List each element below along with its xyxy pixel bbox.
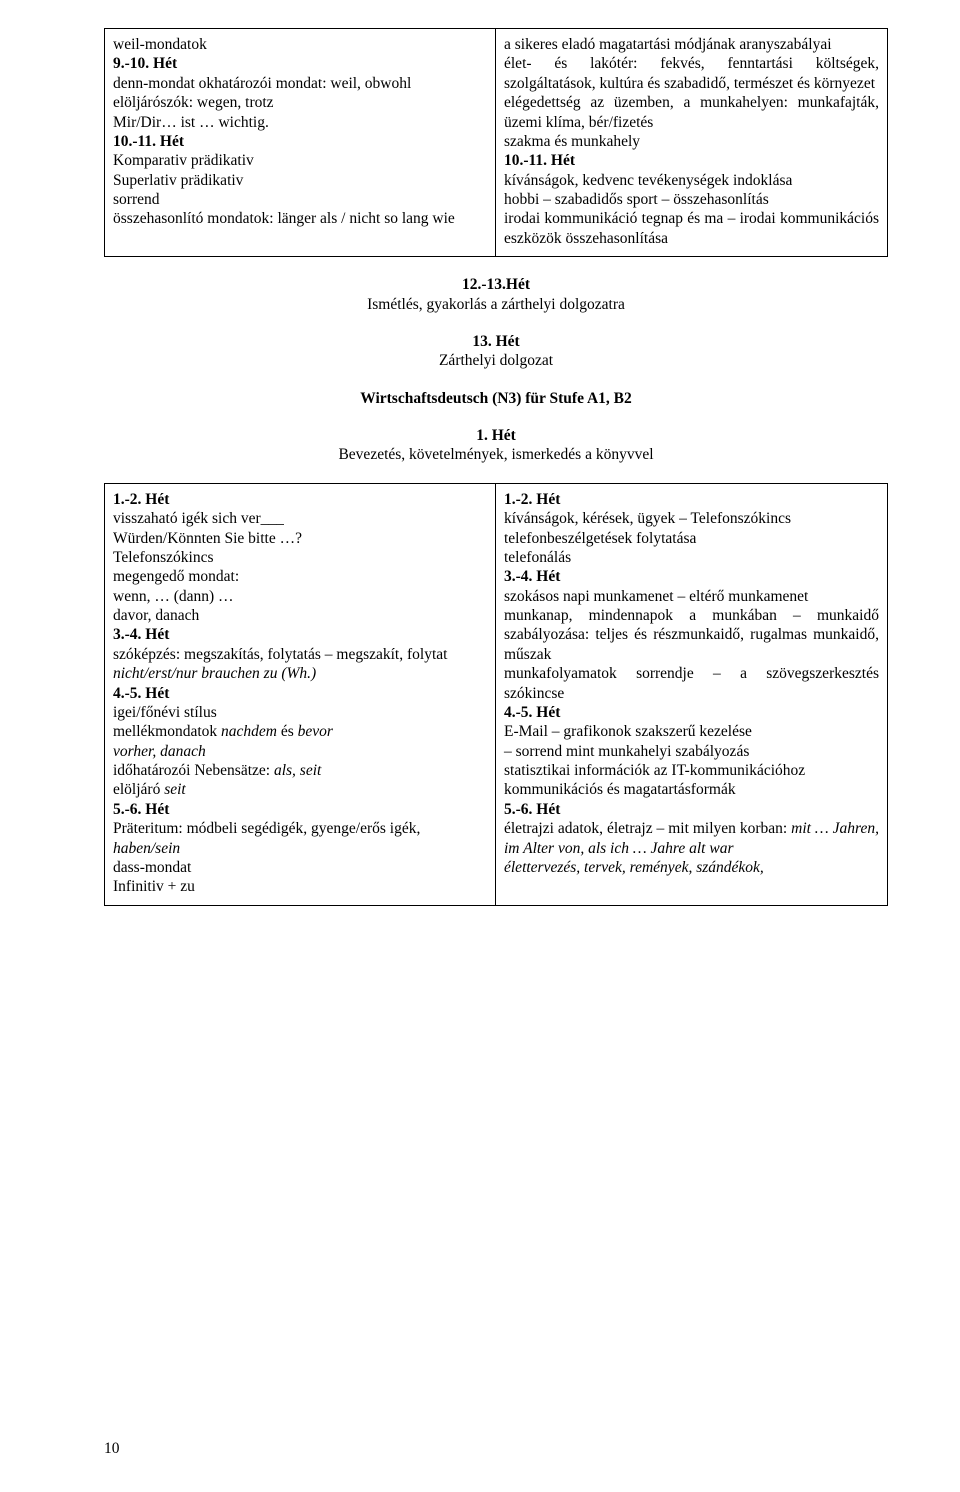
heading-line: Wirtschaftsdeutsch (N3) für Stufe A1, B2	[104, 389, 888, 408]
text-line: kívánságok, kedvenc tevékenységek indokl…	[504, 171, 879, 190]
text-line: munkafolyamatok sorrendje – a szövegszer…	[504, 664, 879, 703]
heading-line: 13. Hét	[104, 332, 888, 351]
week-heading: 1.-2. Hét	[504, 490, 879, 509]
text-line: hobbi – szabadidős sport – összehasonlít…	[504, 190, 879, 209]
text-line: szokásos napi munkamenet – eltérő munkam…	[504, 587, 879, 606]
text-span: als, seit	[274, 762, 321, 779]
text-line: Mir/Dir… ist … wichtig.	[113, 113, 487, 132]
text-line: szakma és munkahely	[504, 132, 879, 151]
text-line: weil-mondatok	[113, 35, 487, 54]
text-line: elöljárószók: wegen, trotz	[113, 93, 487, 112]
text-line: E-Mail – grafikonok szakszerű kezelése	[504, 722, 879, 741]
week-heading: 9.-10. Hét	[113, 54, 487, 73]
text-line: igei/főnévi stílus	[113, 703, 487, 722]
week-heading: 1.-2. Hét	[113, 490, 487, 509]
section-heading-12-13: 12.-13.Hét Ismétlés, gyakorlás a zárthel…	[104, 275, 888, 314]
section-title-wirtschaftsdeutsch: Wirtschaftsdeutsch (N3) für Stufe A1, B2	[104, 389, 888, 408]
text-line: telefonbeszélgetések folytatása	[504, 529, 879, 548]
text-line: Telefonszókincs	[113, 548, 487, 567]
bottom-table: 1.-2. Hét visszaható igék sich ver___ Wü…	[104, 483, 888, 906]
heading-subline: Zárthelyi dolgozat	[104, 351, 888, 370]
text-line: megengedő mondat:	[113, 567, 487, 586]
page: weil-mondatok 9.-10. Hét denn-mondat okh…	[0, 0, 960, 1492]
week-heading: 10.-11. Hét	[504, 151, 879, 170]
week-heading: 3.-4. Hét	[504, 567, 879, 586]
text-line: davor, danach	[113, 606, 487, 625]
text-line: szóképzés: megszakítás, folytatás – megs…	[113, 645, 487, 664]
text-span: elöljáró	[113, 781, 164, 798]
text-line: összehasonlító mondatok: länger als / ni…	[113, 209, 487, 228]
heading-subline: Ismétlés, gyakorlás a zárthelyi dolgozat…	[104, 295, 888, 314]
text-line: időhatározói Nebensätze: als, seit	[113, 761, 487, 780]
text-span: nachdem	[221, 723, 277, 740]
text-line: elöljáró seit	[113, 780, 487, 799]
text-span: seit	[164, 781, 186, 798]
text-line: visszaható igék sich ver___	[113, 509, 487, 528]
text-span: bevor	[298, 723, 333, 740]
text-line: életrajzi adatok, életrajz – mit milyen …	[504, 819, 879, 858]
text-line: vorher, danach	[113, 742, 487, 761]
text-line: denn-mondat okhatározói mondat: weil, ob…	[113, 74, 487, 93]
text-span: életrajzi adatok, életrajz – mit milyen …	[504, 820, 791, 837]
section-heading-1: 1. Hét Bevezetés, követelmények, ismerke…	[104, 426, 888, 465]
text-line: élet- és lakótér: fekvés, fenntartási kö…	[504, 54, 879, 93]
text-span: időhatározói Nebensätze:	[113, 762, 274, 779]
text-line: Würden/Könnten Sie bitte …?	[113, 529, 487, 548]
text-line: kívánságok, kérések, ügyek – Telefonszók…	[504, 509, 879, 528]
text-line: a sikeres eladó magatartási módjának ara…	[504, 35, 879, 54]
text-line: Präteritum: módbeli segédigék, gyenge/er…	[113, 819, 487, 838]
text-line: wenn, … (dann) …	[113, 587, 487, 606]
page-number: 10	[104, 1439, 120, 1458]
text-line: sorrend	[113, 190, 487, 209]
text-line: nicht/erst/nur brauchen zu (Wh.)	[113, 664, 487, 683]
text-line: haben/sein	[113, 839, 487, 858]
text-line: Infinitiv + zu	[113, 877, 487, 896]
text-line: Superlativ prädikativ	[113, 171, 487, 190]
heading-subline: Bevezetés, követelmények, ismerkedés a k…	[104, 445, 888, 464]
text-line: mellékmondatok nachdem és bevor	[113, 722, 487, 741]
text-line: statisztikai információk az IT-kommuniká…	[504, 761, 879, 780]
week-heading: 4.-5. Hét	[504, 703, 879, 722]
text-line: munkanap, mindennapok a munkában – munka…	[504, 606, 879, 664]
text-span: mellékmondatok	[113, 723, 221, 740]
week-heading: 10.-11. Hét	[113, 132, 487, 151]
week-heading: 3.-4. Hét	[113, 625, 487, 644]
bottom-table-left: 1.-2. Hét visszaható igék sich ver___ Wü…	[105, 484, 496, 905]
text-line: elégedettség az üzemben, a munkahelyen: …	[504, 93, 879, 132]
text-line: telefonálás	[504, 548, 879, 567]
text-line: – sorrend mint munkahelyi szabályozás	[504, 742, 879, 761]
week-heading: 5.-6. Hét	[504, 800, 879, 819]
top-table-left: weil-mondatok 9.-10. Hét denn-mondat okh…	[105, 29, 496, 256]
text-line: dass-mondat	[113, 858, 487, 877]
section-heading-13: 13. Hét Zárthelyi dolgozat	[104, 332, 888, 371]
heading-line: 12.-13.Hét	[104, 275, 888, 294]
text-line: kommunikációs és magatartásformák	[504, 780, 879, 799]
week-heading: 4.-5. Hét	[113, 684, 487, 703]
text-line: élettervezés, tervek, remények, szándéko…	[504, 858, 879, 877]
top-table: weil-mondatok 9.-10. Hét denn-mondat okh…	[104, 28, 888, 257]
text-line: irodai kommunikáció tegnap és ma – iroda…	[504, 209, 879, 248]
top-table-right: a sikeres eladó magatartási módjának ara…	[496, 29, 887, 256]
week-heading: 5.-6. Hét	[113, 800, 487, 819]
text-line: Komparativ prädikativ	[113, 151, 487, 170]
text-span: és	[277, 723, 298, 740]
bottom-table-right: 1.-2. Hét kívánságok, kérések, ügyek – T…	[496, 484, 887, 905]
heading-line: 1. Hét	[104, 426, 888, 445]
